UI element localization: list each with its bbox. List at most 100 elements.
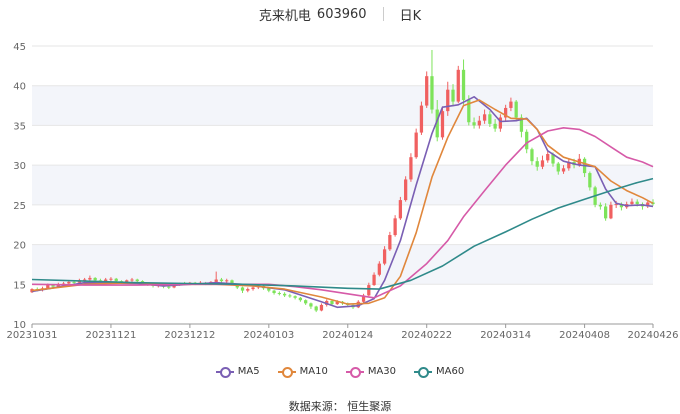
candle-body [319,304,324,311]
stock-name: 克来机电 [258,8,311,24]
candle-body [467,100,471,123]
legend-swatch [277,366,296,378]
chart-legend: MA5 MA10 MA30 MA60 [0,366,680,378]
candle-body [414,132,418,158]
y-tick-label: 10 [13,320,26,331]
candle-body [530,149,534,162]
candle-body [272,290,276,294]
candle-body [493,123,497,129]
candle-body [498,117,503,129]
candle-body [435,109,439,138]
candle-body [393,218,397,236]
x-tick-label: 20240103 [243,330,294,341]
candle-body [382,249,387,264]
candle-body [482,114,487,121]
candle-body [67,281,71,284]
candle-body [72,281,76,283]
candle-body [356,301,360,308]
data-source-note: 数据来源： 恒生聚源 [288,400,392,413]
candle-body [304,300,308,304]
candle-body [293,296,297,298]
stock-code: 603960 [316,6,367,22]
candle-body [172,285,176,288]
candle-body [535,161,539,167]
chart-title: 克来机电 603960 日K [0,4,680,24]
period-label: 日K [399,8,422,24]
legend-item-ma30[interactable]: MA30 [345,366,397,378]
candle-body [82,279,87,281]
candle-body [519,117,524,132]
ma10-line [31,99,654,305]
candle-body [546,154,550,161]
candle-body [646,202,650,207]
candle-body [630,201,634,205]
candle-body [251,287,255,290]
legend-item-ma10[interactable]: MA10 [277,366,328,378]
candle-body [109,278,113,280]
candle-body [314,306,318,311]
candle-body [51,285,55,287]
candle-body [367,285,371,296]
y-tick-label: 20 [13,241,26,252]
candle-body [135,279,139,282]
title-divider [382,7,384,21]
candle-body [377,263,381,275]
legend-label: MA60 [436,366,465,377]
candle-body [551,154,555,164]
candle-body [104,279,108,282]
candle-body [267,288,271,291]
legend-item-ma5[interactable]: MA5 [215,366,260,378]
candle-body [93,277,97,281]
candle-body [472,122,476,126]
candle-body [635,201,639,205]
x-tick-label: 20240408 [559,330,610,341]
candle-body [504,107,508,118]
y-tick-label: 25 [13,201,26,212]
candle-body [609,204,613,219]
candle-body [514,101,518,118]
legend-label: MA30 [367,366,397,377]
grid-band [32,165,653,205]
candle-body [298,297,303,301]
candle-body [277,293,281,295]
candle-body [404,179,408,201]
candle-body [309,303,313,307]
candle-body [430,76,434,110]
x-tick-label: 20231212 [164,330,215,341]
candle-body [456,69,460,102]
candle-body [240,287,245,291]
candle-body [372,274,376,286]
candle-body [130,279,134,281]
candle-body [361,295,366,302]
candle-body [330,300,334,305]
candle-body [388,235,392,250]
x-tick-label: 20240222 [401,330,452,341]
legend-label: MA10 [299,366,328,377]
candle-body [282,293,287,296]
grid-band [32,85,653,126]
x-tick-label: 20240314 [480,330,531,341]
candle-body [440,111,445,138]
legend-swatch [215,366,234,378]
y-tick-label: 35 [13,121,26,132]
candle-body [446,89,450,112]
candle-body [561,168,566,172]
candle-body [225,280,229,282]
candle-body [398,200,403,219]
x-tick-label: 20240426 [628,330,679,341]
candle-body [335,301,339,305]
candle-body [451,89,455,102]
candle-body [409,157,413,180]
legend-item-ma60[interactable]: MA60 [414,366,465,378]
ma60-line [31,177,654,290]
y-tick-label: 30 [13,161,26,172]
candle-body [598,204,603,207]
candle-body [604,206,608,219]
candle-body [230,280,234,285]
y-tick-label: 40 [13,82,26,93]
x-tick-label: 20240124 [322,330,373,341]
candle-body [167,286,171,288]
candle-body [488,114,492,124]
y-tick-label: 45 [13,42,26,53]
